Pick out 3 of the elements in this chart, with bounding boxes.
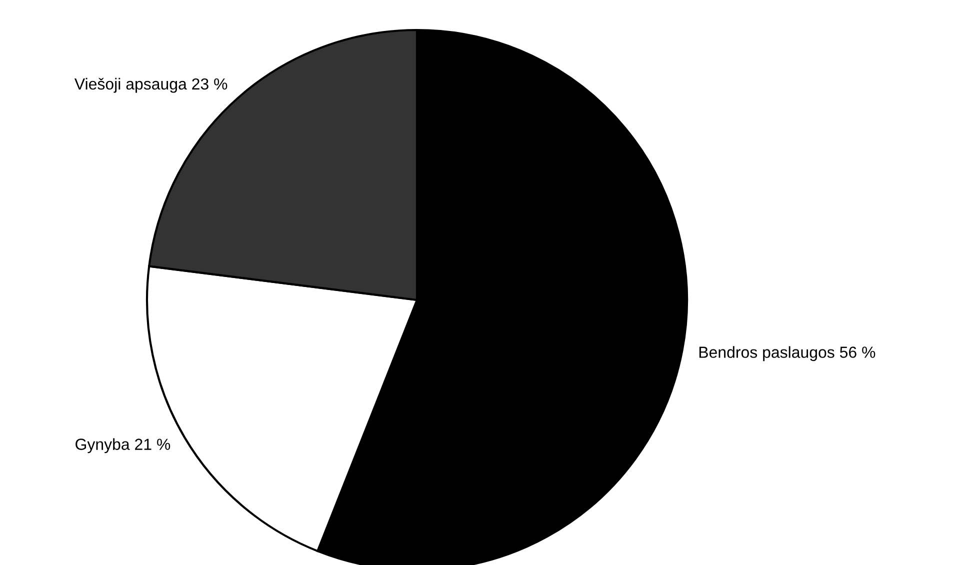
- slice-label: Gynyba 21 %: [76, 438, 170, 454]
- slice-label: Viešoji apsauga 23 %: [74, 78, 228, 93]
- slice-label: Bendros paslaugos 56 %: [699, 346, 876, 362]
